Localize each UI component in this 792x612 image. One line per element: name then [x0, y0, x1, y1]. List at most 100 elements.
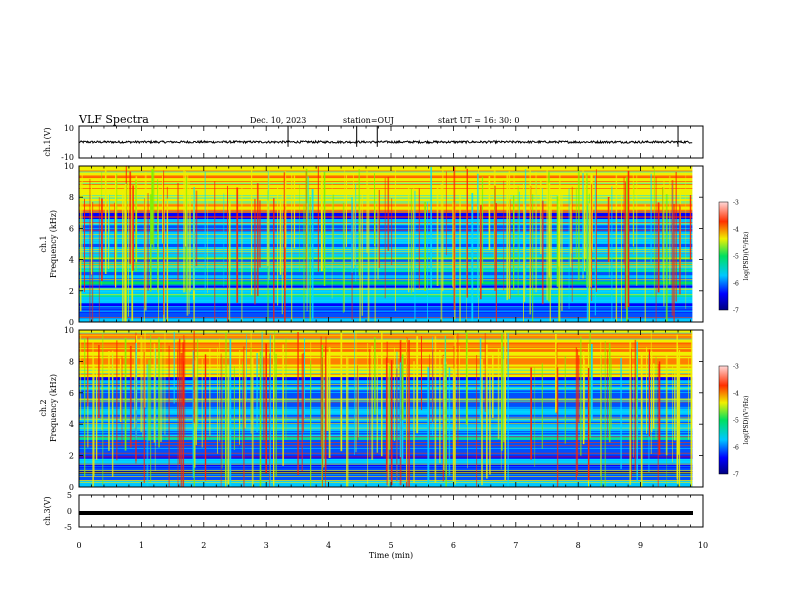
ch2-spectrogram-sferic-77 — [604, 341, 606, 487]
ch2-spectrogram-sferic-7 — [220, 353, 222, 487]
ch2-spectrogram-sferic-84 — [154, 348, 157, 446]
ch1-spectrogram-sferic-40 — [354, 192, 356, 265]
ch1-spectrogram-sferic-119 — [311, 189, 314, 319]
ch1-spectrogram-sferic-120 — [466, 201, 467, 322]
ch2-spectrogram-sferic-217 — [443, 355, 445, 470]
ch2-spectrogram-sferic-134 — [244, 350, 246, 429]
ch2-spectrogram-sferic-86 — [142, 338, 144, 437]
ch2-spectrogram-sferic-139 — [484, 333, 486, 412]
ch1-spectrogram-sferic-104 — [675, 171, 677, 302]
ch2-spectrogram-sferic-112 — [239, 359, 240, 445]
ch2-spectrogram-yticks: 0 2 4 6 8 10 — [64, 326, 703, 492]
ch2-spectrogram-sferic-186 — [297, 332, 299, 475]
ch2-spectrogram-sferic-160 — [385, 357, 388, 472]
ch2-spectrogram-sferic-220 — [390, 360, 393, 486]
ch2-spectrogram-sferic-143 — [273, 334, 274, 485]
ch1-spectrogram-sferic-215 — [513, 195, 515, 291]
ch1-spectrogram-sferic-74 — [644, 204, 646, 322]
ch2-spectrogram-sferic-93 — [564, 355, 566, 444]
ch1-spectrogram-hline-23 — [79, 249, 703, 250]
ch1-spectrogram-sferic-38 — [673, 204, 675, 322]
ch2-spectrogram-sferic-113 — [497, 348, 500, 439]
ch1-spectrogram-sferic-157 — [535, 172, 537, 293]
ch2-spectrogram-sferic-162 — [193, 331, 195, 424]
ch2-spectrogram-sferic-197 — [676, 345, 679, 484]
ch1-spectrogram-hline-38 — [79, 294, 703, 296]
ch1-spectrogram-sferic-87 — [273, 198, 275, 322]
ch2-spectrogram-sferic-171 — [173, 331, 175, 404]
ch1-spectrogram-sferic-2 — [259, 200, 261, 268]
ch1-spectrogram-sferic-105 — [655, 177, 657, 322]
ch2-spectrogram-sferic-19 — [608, 343, 611, 443]
ch1-spectrogram-hline-30 — [79, 217, 703, 218]
ch2-spectrogram-sferic-46 — [489, 368, 491, 475]
ch2-spectrogram-sferic-215 — [445, 364, 447, 487]
ch1-spectrogram-sferic-94 — [351, 197, 353, 273]
ch1-spectrogram-sferic-219 — [466, 168, 468, 298]
ch2-spectrogram-sferic-222 — [265, 343, 267, 474]
ch2-spectrogram-sferic-89 — [367, 343, 369, 484]
ch2-spectrogram-sferic-38 — [476, 355, 478, 487]
ch2-spectrogram-sferic-125 — [507, 333, 509, 487]
ch1-waveform-line — [78, 139, 693, 145]
ch1-spectrogram-colorbar-tick-label-4: -7 — [733, 308, 739, 315]
ch2-spectrogram-sferic-109 — [457, 333, 459, 445]
ch2-spectrogram-band-3 — [79, 339, 703, 343]
time-axis-ticks — [78, 126, 704, 527]
ch1-spectrogram-sferic-223 — [122, 188, 124, 322]
ch2-spectrogram-sferic-182 — [282, 344, 284, 466]
ch2-spectrogram-hline-0 — [79, 345, 703, 347]
ch3-ytick-mid: 0 — [67, 507, 72, 516]
ch1-spectrogram-sferic-194 — [358, 169, 360, 276]
ch2-spectrogram-sferic-0 — [302, 352, 304, 433]
date-label: Dec. 10, 2023 — [250, 116, 306, 125]
ch1-spectrogram-sferic-118 — [650, 173, 652, 265]
ch1-spectrogram-sferic-167 — [108, 189, 110, 269]
ch1-spectrogram-sferic-129 — [626, 176, 628, 322]
ch1-spectrogram-ylabel-channel: ch.1 — [39, 235, 48, 252]
ch1-spectrogram-sferic-59 — [577, 170, 580, 281]
ch1-spectrogram-sferic-122 — [427, 201, 428, 322]
ch2-spectrogram-sferic-83 — [600, 339, 602, 477]
ch1-spectrogram-sferic-196 — [685, 172, 687, 309]
ch2-spectrogram-sferic-123 — [347, 358, 349, 487]
ch1-spectrogram-sferic-134 — [503, 180, 505, 291]
ch1-spectrogram-sferic-125 — [571, 186, 573, 302]
ch2-spectrogram-sferic-137 — [459, 345, 460, 430]
ch1-spectrogram-sferic-45 — [332, 194, 335, 263]
ch2-spectrogram-sferic-20 — [577, 355, 580, 423]
ch1-spectrogram-hline-3 — [79, 284, 703, 286]
ch2-spectrogram-sferic-69 — [201, 358, 203, 448]
ch2-spectrogram-sferic-138 — [229, 338, 232, 487]
ch1-spectrogram-sferic-15 — [277, 187, 279, 306]
ch1-spectrogram-sferic-193 — [284, 180, 287, 248]
ch1-spectrogram-sferic-147 — [80, 182, 82, 312]
ch1-spectrogram-hline-29 — [79, 288, 703, 290]
ch2-spectrogram-sferic-2 — [369, 348, 371, 457]
ch2-spectrogram-sferic-199 — [620, 357, 622, 470]
ch1-spectrogram-sferic-53 — [556, 196, 559, 287]
ch2-spectrogram-colorbar-tick-label-3: -6 — [733, 445, 739, 452]
ch1-spectrogram-hline-1 — [79, 195, 703, 197]
ch1-spectrogram-sferic-51 — [508, 171, 511, 299]
ch1-spectrogram-sferic-5 — [374, 203, 376, 322]
ch2-spectrogram-colorbar-tick-label-1: -4 — [733, 391, 739, 398]
ch1-spectrogram-sferic-7 — [424, 201, 426, 291]
ch1-spectrogram-sferic-65 — [81, 172, 83, 262]
time-axis-tick-labels: 0 1 2 3 4 5 6 7 8 9 10 — [76, 541, 708, 550]
ch1-spectrogram-sferic-222 — [227, 185, 228, 322]
time-tick-label-3: 3 — [264, 541, 269, 550]
ch2-spectrogram-sferic-79 — [158, 337, 160, 448]
ch2-spectrogram-sferic-34 — [439, 350, 441, 464]
ch1-spectrogram-hline-46 — [79, 310, 703, 312]
ch1-spectrogram-sferic-213 — [611, 186, 613, 322]
ch2-spectrogram-sferic-99 — [243, 346, 245, 487]
ch1-spectrogram-sferic-169 — [568, 188, 570, 309]
ch2-spectrogram-sferic-203 — [140, 336, 142, 432]
figure-title: VLF Spectra — [78, 113, 149, 126]
ch1-spectrogram-hline-13 — [79, 279, 703, 280]
ch1-spectrogram-yticks: 0 2 4 6 8 10 — [64, 162, 703, 327]
ch1-spectrogram-sferic-224 — [679, 204, 681, 295]
ch1-spectrogram-sferic-139 — [623, 177, 625, 265]
ch2-spectrogram-band-2 — [79, 336, 703, 340]
